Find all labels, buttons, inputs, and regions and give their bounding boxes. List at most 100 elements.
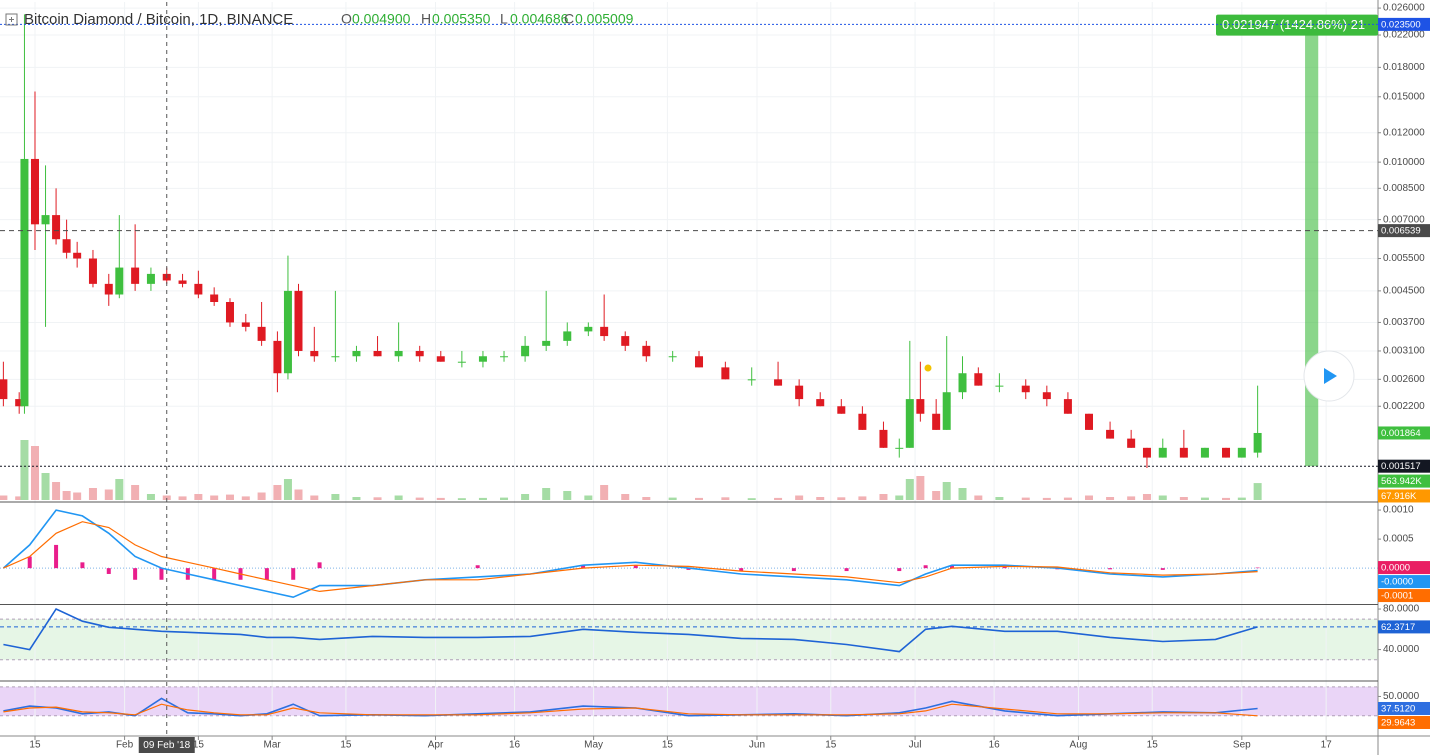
volume-bar [721,497,730,500]
price-badge-label: 29.9643 [1381,718,1415,729]
volume-bar [162,495,171,500]
price-badge-label: 37.5120 [1381,704,1415,715]
volume-bar [241,496,250,500]
histogram-bar [475,565,480,569]
volume-bar [273,485,282,500]
volume-bar [600,485,609,500]
volume-bar [415,497,424,500]
histogram-bar [133,568,138,580]
volume-bar [283,479,292,500]
candle-body [621,336,630,346]
volume-bar [436,497,445,500]
volume-bar [73,492,82,500]
volume-bar [1127,496,1136,500]
price-badge [1378,589,1430,603]
volume-bar [30,446,39,500]
time-axis-bg [0,736,1430,755]
histogram-bar [317,562,322,569]
histogram-bar [923,565,928,569]
volume-bar [20,440,29,500]
price-badge [1378,17,1430,31]
price-badge [1378,224,1430,238]
candle-body [73,252,82,259]
volume-bar [146,494,155,500]
play-button[interactable] [1303,350,1355,402]
marks-layer [0,14,1262,717]
volume-bar [932,491,941,500]
histogram-bar [1002,566,1007,569]
y-tick-label: 0.008500 [1383,183,1425,194]
collapse-icon[interactable] [5,13,18,26]
candle-body [310,350,319,357]
volume-bar [331,494,340,500]
y-tick-label: 0.022000 [1383,30,1425,41]
ohlc-key: H [421,11,431,27]
x-tick-label: May [584,740,603,751]
y-tick-label: 0.005500 [1383,253,1425,264]
volume-bar [104,489,113,500]
volume-bar [521,494,530,500]
candle-body [958,373,967,393]
y-tick-label: 40.0000 [1383,644,1420,655]
histogram-bar [739,568,744,572]
volume-bar [178,496,187,500]
histogram-bar [1160,568,1165,570]
volume-bar [394,495,403,500]
y-tick-label: 50.0000 [1383,691,1420,702]
candle-body [995,385,1004,387]
price-badge-label: 0.0000 [1381,563,1410,574]
volume-bar [194,494,203,500]
histogram-bar [106,568,111,574]
x-tick-label: Jul [909,740,922,751]
y-tick-label: 0.0005 [1383,534,1414,545]
volume-bar [916,476,925,500]
y-tick-label: 0.003700 [1383,317,1425,328]
candle-body [210,294,219,303]
candle-body [1127,438,1136,448]
price-badge [1378,489,1430,503]
candle-body [30,158,39,225]
candle-body [521,345,530,357]
candle-body [194,283,203,295]
candle-body [837,406,846,414]
measure-bar [1305,24,1319,467]
x-tick-label: 16 [989,740,1001,751]
volume-bar [695,497,704,500]
x-tick-label: 15 [662,740,674,751]
grid-layer [0,2,1378,736]
histogram-bar [80,562,85,569]
candle-body [20,158,29,407]
candle-body [1222,447,1231,458]
indicator-line [2,509,1258,599]
volume-bar [1158,495,1167,500]
volume-bar [310,495,319,500]
histogram-bar [949,565,954,569]
candle-body [642,345,651,357]
x-tick-label: Apr [428,740,444,751]
event-marker[interactable] [924,364,932,372]
candle-body [257,326,266,341]
candle-body [542,340,551,346]
volume-bar [41,473,50,500]
volume-bar [895,495,904,500]
volume-bar [1142,494,1151,500]
candle-body [0,379,8,400]
volume-bar [500,497,509,500]
candle-body [1106,429,1115,439]
candle-body [394,350,403,357]
x-tick-label: Mar [264,740,282,751]
volume-bar [0,495,8,500]
histogram-bar [264,568,269,580]
volume-bar [294,489,303,500]
y-tick-label: 0.002200 [1383,401,1425,412]
volume-bar [131,485,140,500]
volume-bar [62,491,71,500]
candle-body [273,340,282,374]
volume-bar [1106,497,1115,500]
header: Bitcoin Diamond / Bitcoin, 1D, BINANCE O… [5,11,634,28]
volume-bar [257,492,266,500]
volume-bar [621,494,630,500]
volume-bar [1179,497,1188,500]
volume-bar [995,497,1004,500]
